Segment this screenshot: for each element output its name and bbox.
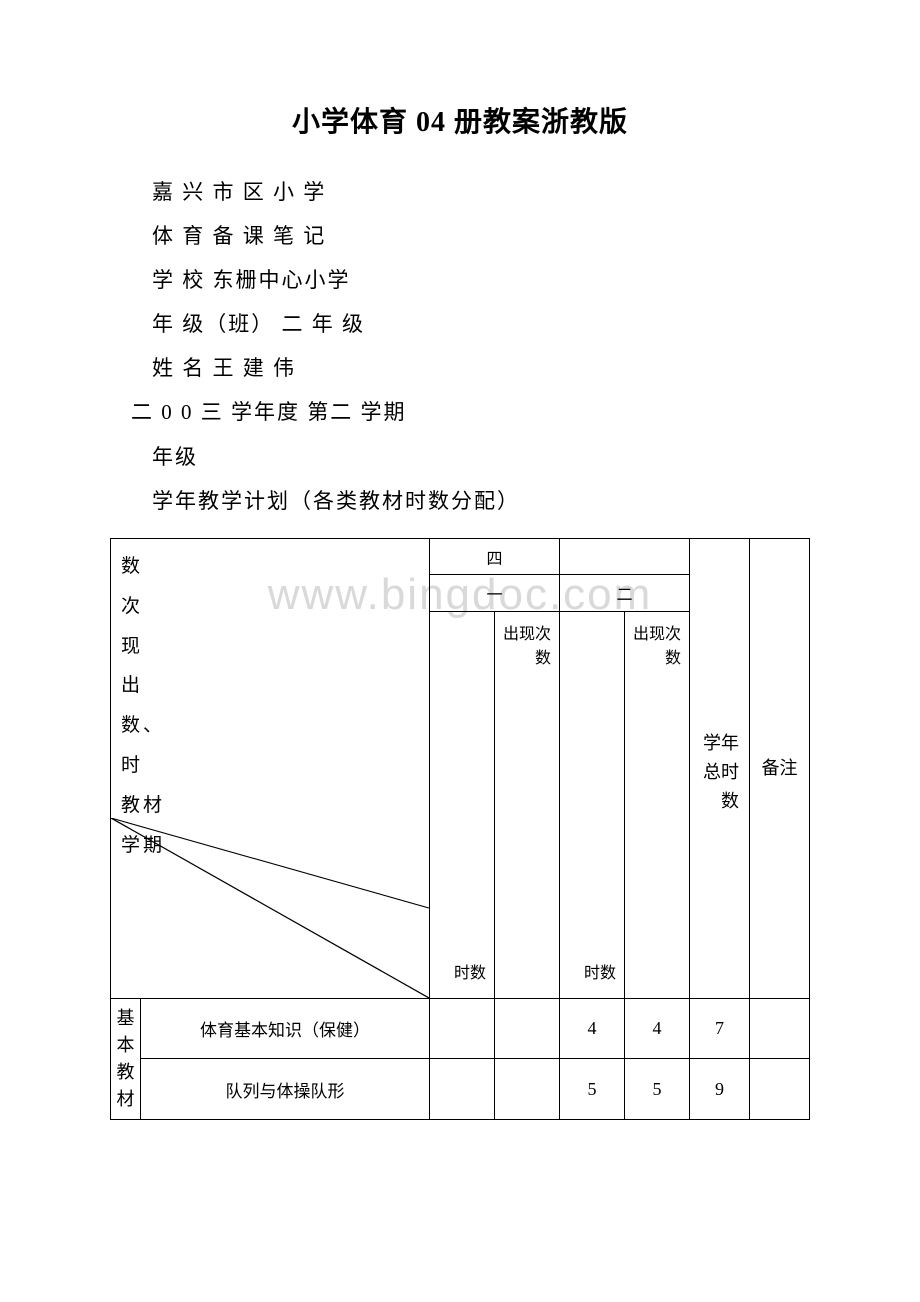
meta-city: 嘉 兴 市 区 小 学 xyxy=(110,170,810,214)
cell-1-notes xyxy=(750,1059,810,1120)
cell-0-total: 7 xyxy=(690,998,750,1059)
meta-year: 二 0 0 三 学年度 第二 学期 xyxy=(110,390,810,434)
cell-1-1 xyxy=(495,1059,560,1120)
cell-0-0 xyxy=(430,998,495,1059)
row-group-label: 基本教材 xyxy=(111,998,141,1119)
col-group-top-empty xyxy=(560,538,690,575)
cell-1-0 xyxy=(430,1059,495,1120)
meta-subject: 体 育 备 课 笔 记 xyxy=(110,214,810,258)
col-shishu-1: 时数 xyxy=(430,612,495,999)
col-total-header: 学年总时数 xyxy=(690,538,750,998)
col-chuxian-2: 出现次数 xyxy=(625,612,690,999)
cell-1-3: 5 xyxy=(625,1059,690,1120)
row-label-1: 队列与体操队形 xyxy=(141,1059,430,1120)
meta-plan-title: 学年教学计划（各类教材时数分配） xyxy=(110,479,810,523)
col-notes-header: 备注 xyxy=(750,538,810,998)
col-group-top: 四 xyxy=(430,538,560,575)
cell-0-1 xyxy=(495,998,560,1059)
meta-name: 姓 名 王 建 伟 xyxy=(110,346,810,390)
col-shishu-2: 时数 xyxy=(560,612,625,999)
meta-grade: 年 级（班） 二 年 级 xyxy=(110,302,810,346)
cell-1-total: 9 xyxy=(690,1059,750,1120)
plan-table: 数 次 现 出 数、 时 教材 学期 四 学年总时数 备注 一 二 时数 出现次… xyxy=(110,538,810,1120)
col-group-1: 一 xyxy=(430,575,560,612)
meta-grade-label: 年级 xyxy=(110,435,810,479)
row-label-0: 体育基本知识（保健） xyxy=(141,998,430,1059)
col-group-2: 二 xyxy=(560,575,690,612)
col-chuxian-1: 出现次数 xyxy=(495,612,560,999)
cell-1-2: 5 xyxy=(560,1059,625,1120)
diagonal-lines xyxy=(111,818,429,998)
header-diagonal-cell: 数 次 现 出 数、 时 教材 学期 xyxy=(111,538,430,998)
meta-school: 学 校 东栅中心小学 xyxy=(110,258,810,302)
cell-0-3: 4 xyxy=(625,998,690,1059)
cell-0-notes xyxy=(750,998,810,1059)
cell-0-2: 4 xyxy=(560,998,625,1059)
document-title: 小学体育 04 册教案浙教版 xyxy=(110,100,810,140)
